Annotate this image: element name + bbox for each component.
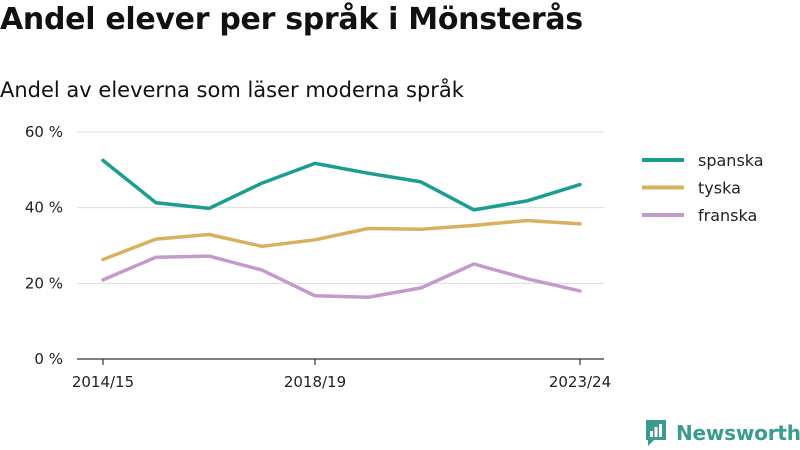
y-tick-label: 60 % bbox=[25, 123, 63, 141]
y-tick-label: 20 % bbox=[25, 274, 63, 292]
brand-name: Newsworthy bbox=[676, 421, 800, 445]
newsworthy-logo-icon bbox=[646, 420, 666, 446]
series-line-spanska bbox=[101, 158, 582, 212]
x-tick-label: 2018/19 bbox=[284, 373, 346, 391]
y-tick-label: 0 % bbox=[34, 350, 63, 368]
legend-label-tyska: tyska bbox=[698, 179, 741, 198]
legend-label-franska: franska bbox=[698, 206, 757, 225]
legend-label-spanska: spanska bbox=[698, 151, 764, 170]
x-tick-label: 2014/15 bbox=[72, 373, 134, 391]
newsworthy-brand: Newsworthy bbox=[644, 418, 800, 448]
series-line-tyska bbox=[101, 218, 582, 262]
series-line-franska bbox=[101, 254, 582, 300]
x-tick-label: 2023/24 bbox=[549, 373, 611, 391]
chart-title: Andel elever per språk i Mönsterås bbox=[0, 2, 583, 37]
y-tick-label: 40 % bbox=[25, 199, 63, 217]
chart-subtitle: Andel av eleverna som läser moderna språ… bbox=[0, 78, 464, 102]
